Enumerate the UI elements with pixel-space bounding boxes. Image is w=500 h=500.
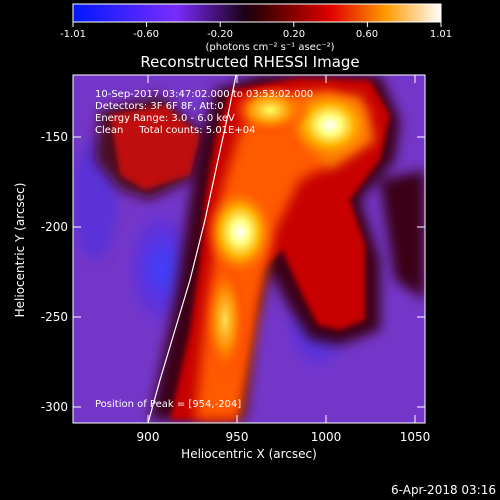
info-line: Detectors: 3F 6F 8F, Att:0 — [95, 101, 224, 112]
info-line: Energy Range: 3.0 - 6.0 keV — [95, 113, 235, 124]
colorbar: -1.01 -0.60 -0.20 0.20 0.60 1.01 (photon… — [60, 3, 452, 53]
colorbar-gradient — [72, 3, 442, 23]
plot-frame — [72, 74, 426, 424]
x-tick-label: 1000 — [311, 430, 342, 444]
info-line: 10-Sep-2017 03:47:02.000 to 03:53:02.000 — [95, 89, 313, 100]
x-tick-label: 950 — [226, 430, 249, 444]
y-axis-label: Heliocentric Y (arcsec) — [13, 183, 27, 318]
y-tick-label: -300 — [41, 400, 68, 414]
axis-ticks — [73, 75, 425, 423]
peak-position-label: Position of Peak = [954,-204] — [95, 399, 241, 410]
solar-limb-line — [147, 75, 237, 423]
x-tick-label: 900 — [137, 430, 160, 444]
colorbar-tick: -0.20 — [207, 29, 233, 40]
colorbar-tick: 1.01 — [430, 29, 452, 40]
colorbar-tick: 0.60 — [356, 29, 378, 40]
y-tick-label: -150 — [41, 130, 68, 144]
plot-title: Reconstructed RHESSI Image — [140, 53, 360, 71]
x-axis-label: Heliocentric X (arcsec) — [181, 447, 317, 461]
colorbar-tick: -1.01 — [60, 29, 86, 40]
colorbar-tick: -0.60 — [133, 29, 159, 40]
info-line: Clean Total counts: 5.01E+04 — [95, 125, 255, 136]
y-tick-label: -250 — [41, 310, 68, 324]
colorbar-tickmarks — [72, 22, 442, 27]
colorbar-tick: 0.20 — [283, 29, 305, 40]
image-map — [73, 75, 425, 423]
footer-date: 6-Apr-2018 03:16 — [391, 483, 496, 497]
x-tick-label: 1050 — [400, 430, 431, 444]
y-tick-label: -200 — [41, 220, 68, 234]
colorbar-unit-label: (photons cm⁻² s⁻¹ asec⁻²) — [205, 42, 334, 53]
